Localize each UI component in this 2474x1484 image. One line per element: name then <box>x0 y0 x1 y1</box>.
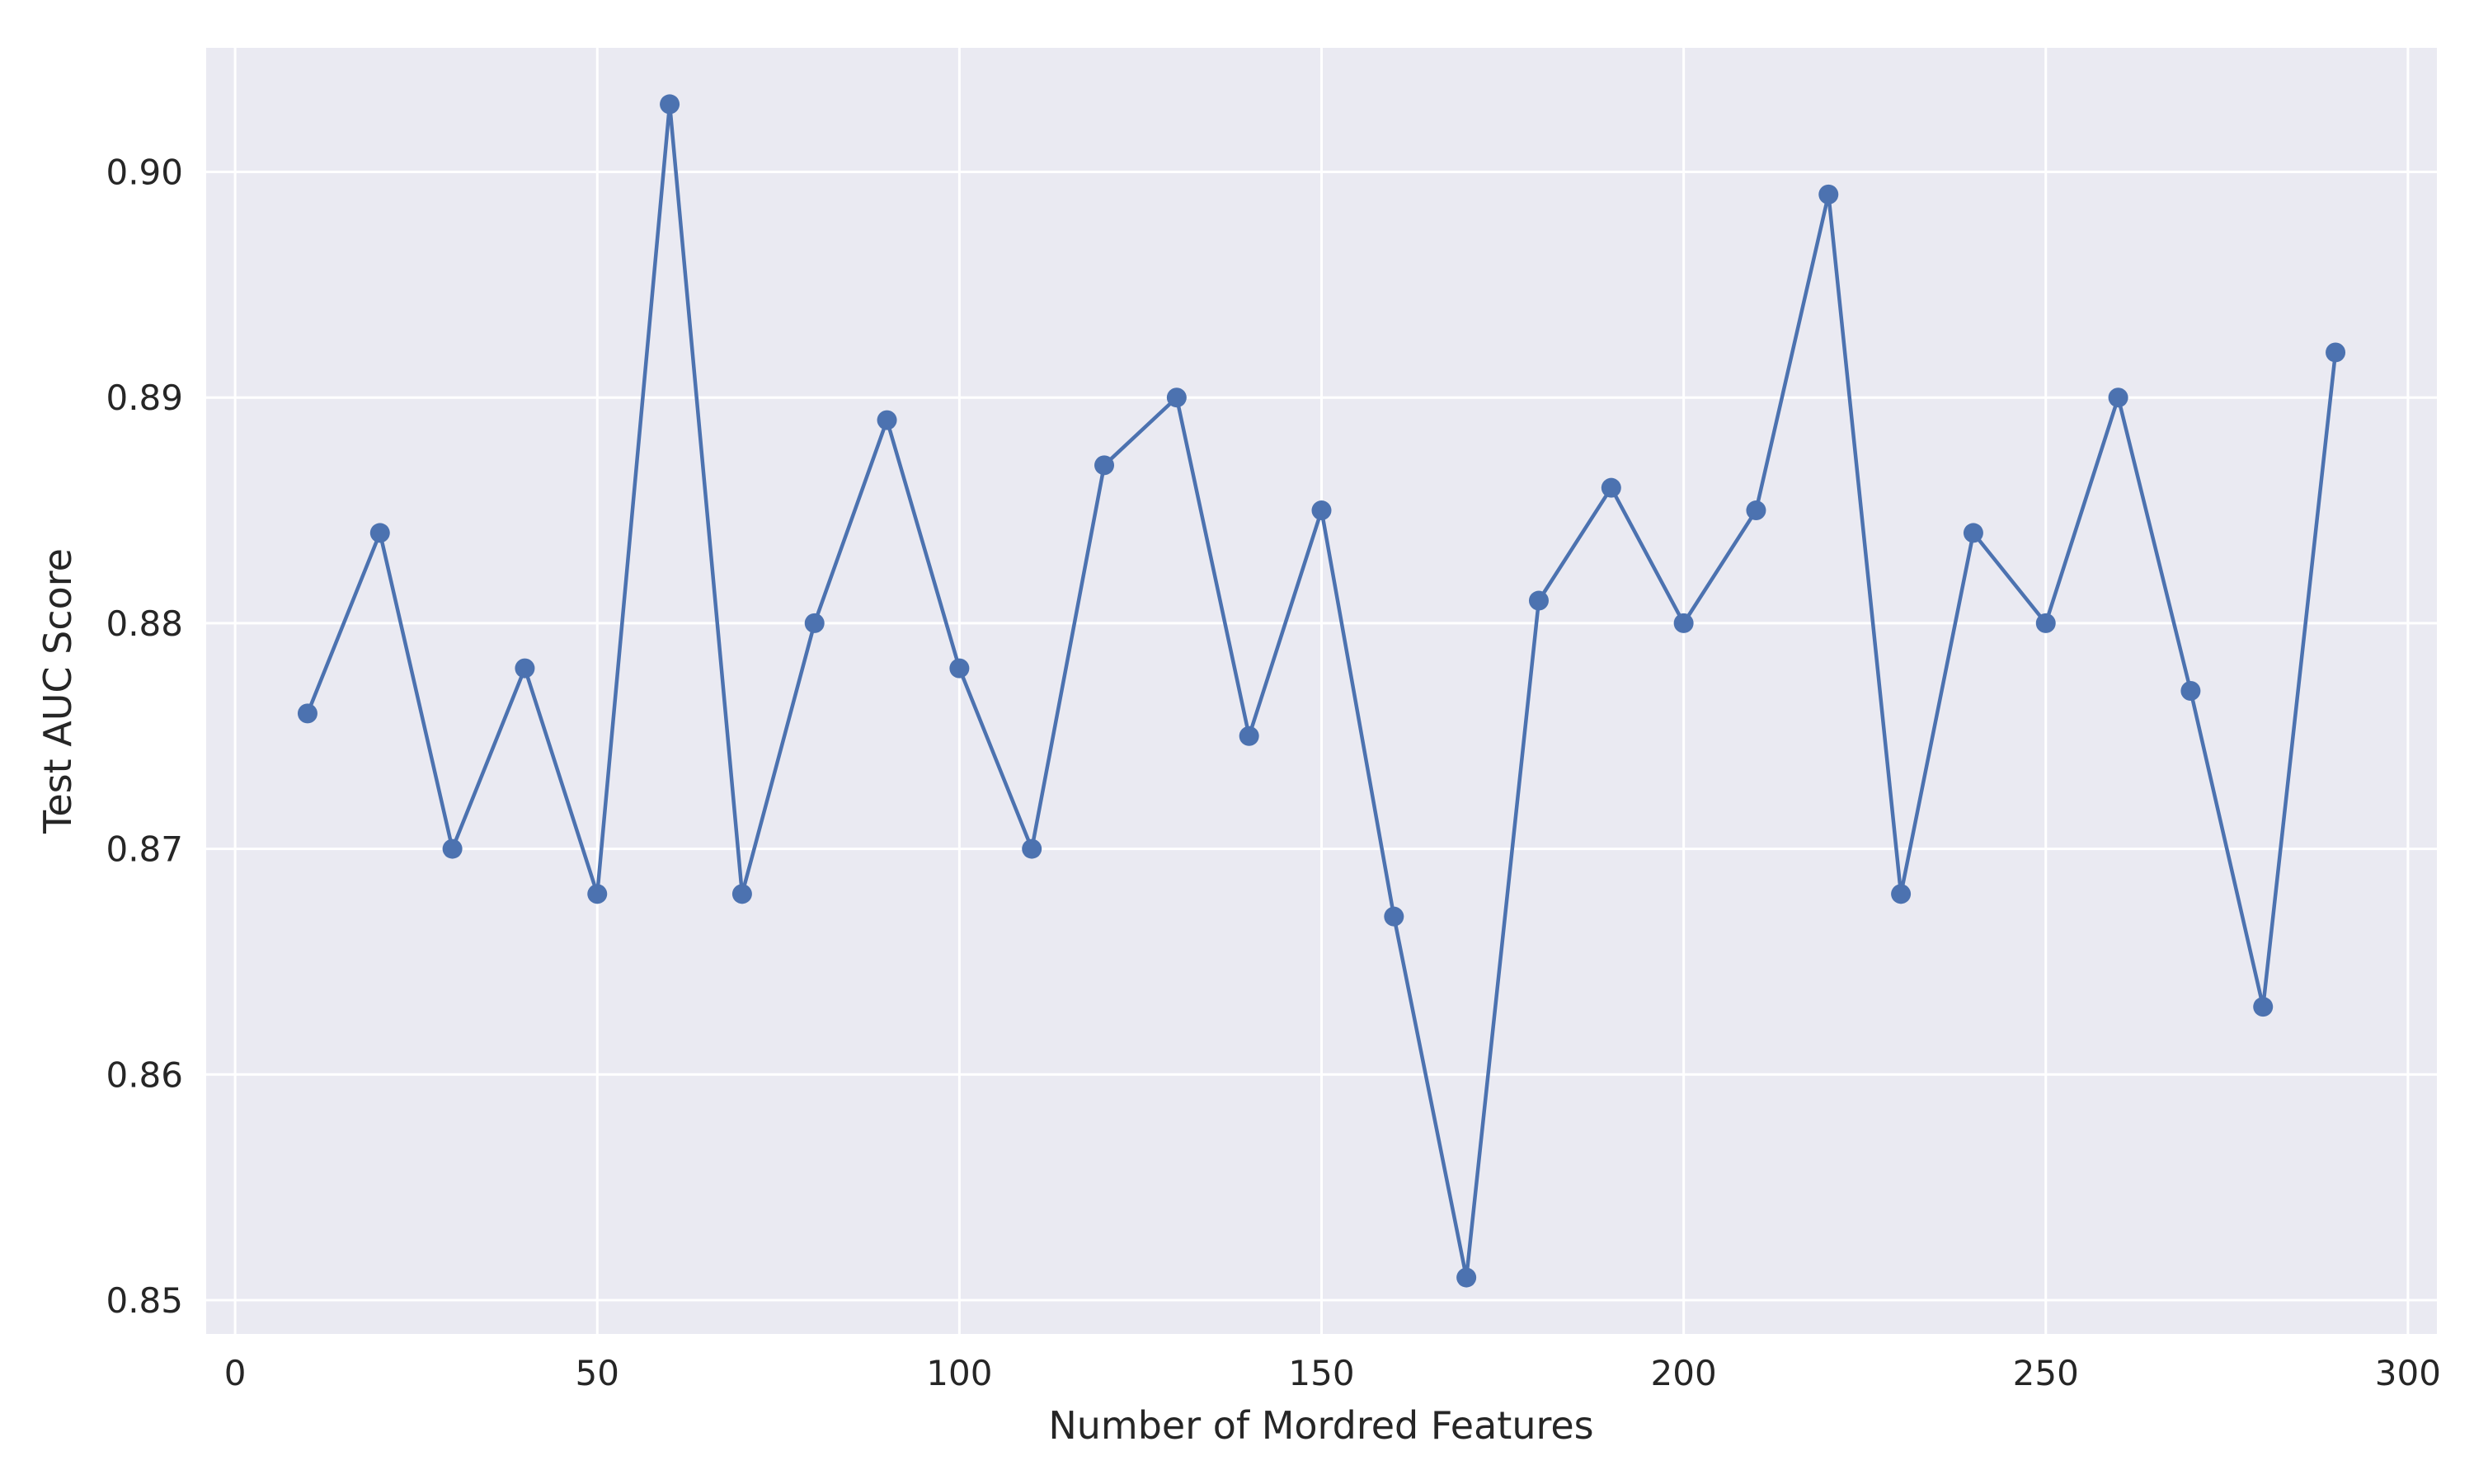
x-tick-label: 100 <box>926 1353 992 1393</box>
x-tick-label: 300 <box>2375 1353 2441 1393</box>
y-tick-label: 0.86 <box>106 1054 183 1095</box>
data-point <box>2326 342 2346 363</box>
data-point <box>1094 455 1115 476</box>
data-point <box>877 410 897 430</box>
data-point <box>1673 613 1694 633</box>
data-point <box>1601 477 1621 498</box>
data-point <box>1818 184 1839 204</box>
x-tick-label: 250 <box>2013 1353 2079 1393</box>
data-point <box>1746 500 1766 521</box>
data-point <box>1528 590 1549 611</box>
data-point <box>660 94 680 115</box>
y-tick-label: 0.87 <box>106 829 183 870</box>
data-point <box>1311 500 1332 521</box>
x-tick-label: 150 <box>1288 1353 1354 1393</box>
y-tick-label: 0.90 <box>106 153 183 193</box>
y-tick-label: 0.89 <box>106 378 183 418</box>
data-point <box>731 884 752 904</box>
x-tick-label: 0 <box>224 1353 247 1393</box>
data-point <box>2253 997 2274 1017</box>
y-tick-label: 0.88 <box>106 603 183 644</box>
y-tick-label: 0.85 <box>106 1280 183 1321</box>
data-point <box>442 838 463 859</box>
data-point <box>369 523 390 543</box>
data-point <box>2108 387 2128 408</box>
data-point <box>1456 1267 1477 1288</box>
data-point <box>1384 906 1404 927</box>
data-point <box>1239 726 1259 746</box>
x-tick-label: 200 <box>1651 1353 1717 1393</box>
data-point <box>2035 613 2056 633</box>
data-point <box>949 658 970 679</box>
data-point <box>1166 387 1187 408</box>
data-point <box>515 658 535 679</box>
x-tick-labels: 0 50 100 150 200 250 300 <box>224 1353 2441 1393</box>
y-tick-labels: 0.85 0.86 0.87 0.88 0.89 0.90 <box>106 153 183 1321</box>
y-axis-label: Test AUC Score <box>35 548 80 834</box>
data-point <box>804 613 825 633</box>
data-point <box>1963 523 1983 543</box>
x-axis-label: Number of Mordred Features <box>1048 1403 1593 1448</box>
data-point <box>1891 884 1912 904</box>
data-point <box>587 884 608 904</box>
data-point <box>2180 681 2201 701</box>
x-tick-label: 50 <box>576 1353 619 1393</box>
data-point <box>297 703 317 724</box>
grid-lines <box>206 48 2437 1334</box>
data-points <box>297 94 2346 1288</box>
data-point <box>1022 838 1042 859</box>
